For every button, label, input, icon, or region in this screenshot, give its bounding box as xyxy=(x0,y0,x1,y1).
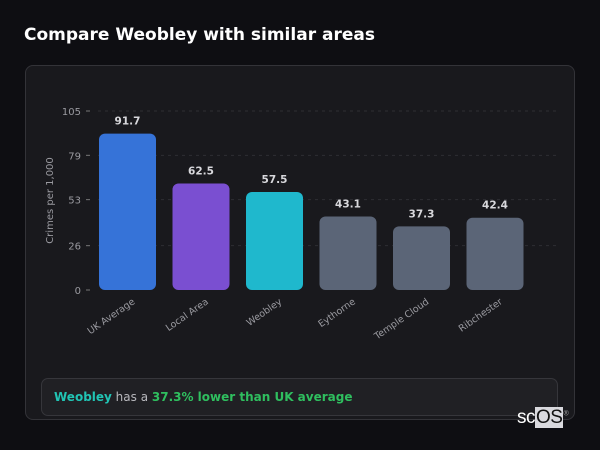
summary-comparison: 37.3% lower than UK average xyxy=(151,390,353,404)
x-tick-label: UK Average xyxy=(86,296,138,337)
y-tick-label: 105 xyxy=(62,107,81,118)
summary-box: Weobley has a 37.3% lower than UK averag… xyxy=(41,378,558,416)
x-tick-label: Ribchester xyxy=(457,296,505,334)
bar-temple-cloud xyxy=(393,226,450,290)
y-tick-label: 53 xyxy=(68,196,81,207)
y-tick-label: 26 xyxy=(68,242,81,253)
x-tick-label: Eythorne xyxy=(316,296,357,330)
x-tick-label: Weobley xyxy=(245,296,285,329)
x-tick-label: Temple Cloud xyxy=(372,296,432,342)
data-label: 42.4 xyxy=(482,200,508,212)
y-tick-label: 79 xyxy=(68,151,81,162)
data-label: 62.5 xyxy=(188,165,214,177)
y-tick-label: 0 xyxy=(75,286,81,297)
data-label: 91.7 xyxy=(115,116,141,128)
data-label: 43.1 xyxy=(335,199,361,211)
x-tick-label: Local Area xyxy=(164,296,211,333)
page-title: Compare Weobley with similar areas xyxy=(24,25,375,45)
scos-logo: scOS® xyxy=(517,407,569,428)
y-axis-label: Crimes per 1,000 xyxy=(45,157,56,244)
bar-ribchester xyxy=(466,217,524,290)
summary-area: Weobley xyxy=(54,390,112,404)
summary-middle: has a xyxy=(111,390,152,404)
bar-local-area xyxy=(172,183,230,290)
bar-eythorne xyxy=(319,216,377,290)
data-label: 57.5 xyxy=(262,174,288,186)
bar-uk-average xyxy=(99,133,156,290)
data-label: 37.3 xyxy=(409,208,435,220)
bar-weobley xyxy=(246,191,303,290)
